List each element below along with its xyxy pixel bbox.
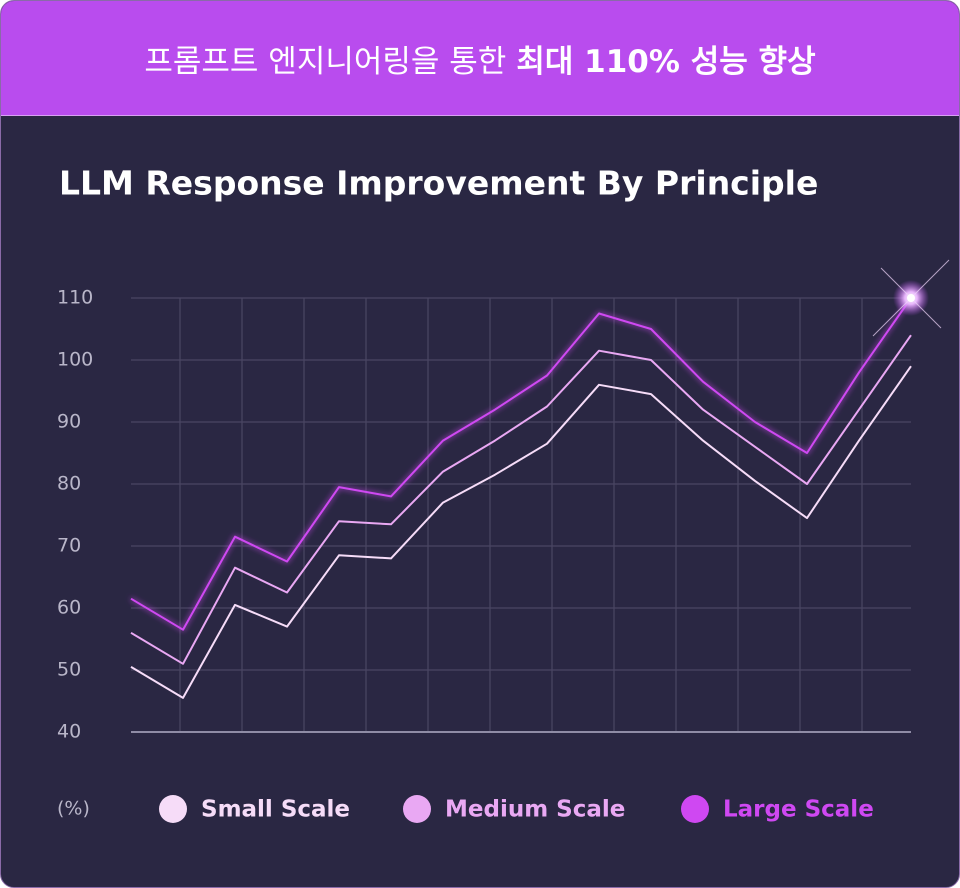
series-line xyxy=(130,365,912,699)
y-tick-label: 50 xyxy=(57,659,81,681)
series-line xyxy=(130,334,912,665)
legend-swatch xyxy=(403,795,431,823)
legend-label: Medium Scale xyxy=(445,797,625,823)
legend-swatch xyxy=(681,795,709,823)
legend-swatch xyxy=(159,795,187,823)
y-tick-label: 40 xyxy=(57,721,81,743)
y-tick-label: 90 xyxy=(57,411,81,433)
y-tick-label: 70 xyxy=(57,535,81,557)
y-tick-label: 110 xyxy=(57,287,93,309)
legend-label: Large Scale xyxy=(723,797,874,823)
banner: 프롬프트 엔지니어링을 통한 최대 110% 성능 향상 xyxy=(1,1,959,116)
y-tick-label: 100 xyxy=(57,349,93,371)
series-line xyxy=(130,297,912,631)
y-tick-label: 80 xyxy=(57,473,81,495)
chart-title: LLM Response Improvement By Principle xyxy=(59,164,818,203)
y-unit: (%) xyxy=(57,798,90,820)
banner-text: 프롬프트 엔지니어링을 통한 xyxy=(144,43,507,80)
highlight-core xyxy=(907,294,915,302)
legend-label: Small Scale xyxy=(201,797,350,823)
banner-bold-text: 최대 110% 성능 향상 xyxy=(516,43,816,80)
y-tick-label: 60 xyxy=(57,597,81,619)
